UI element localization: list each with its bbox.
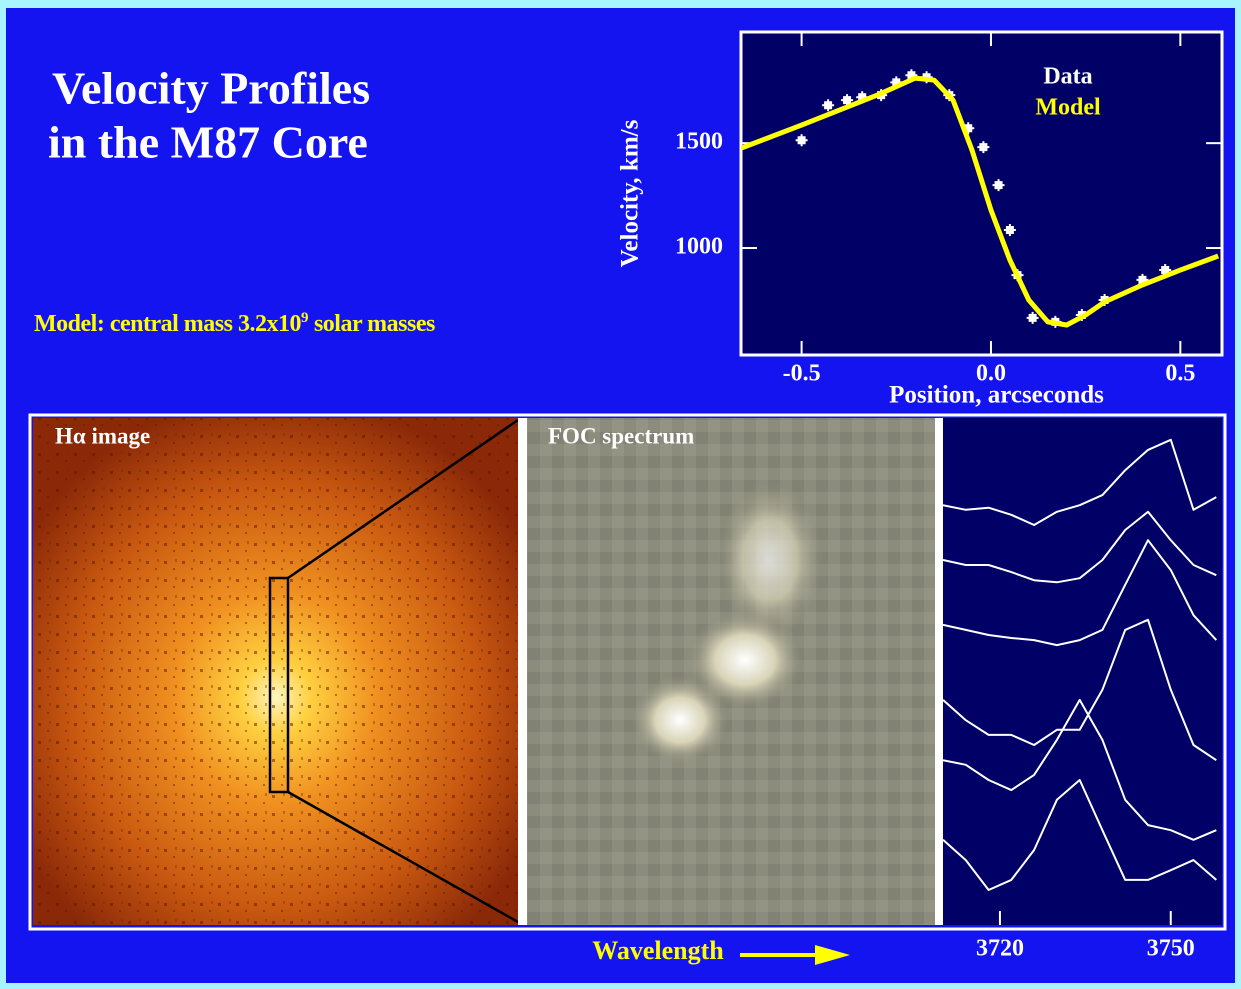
- legend-entry: Data: [1043, 64, 1092, 90]
- panel-divider: [518, 418, 527, 925]
- annotation-text: Model: central mass 3.2x10: [34, 311, 301, 337]
- title-line: Velocity Profiles: [52, 63, 370, 114]
- panel-label: FOC spectrum: [548, 423, 694, 448]
- y-tick-label: 1000: [675, 234, 723, 260]
- legend-entry: Model: [1035, 95, 1101, 121]
- plot-area: [943, 418, 1222, 925]
- title-line: in the M87 Core: [48, 117, 368, 168]
- panel-divider: [935, 418, 943, 925]
- halpha-texture: [33, 418, 518, 925]
- plot-area: [741, 32, 1222, 355]
- x-axis-label: Position, arcseconds: [889, 382, 1104, 409]
- foc-emission: [630, 675, 730, 765]
- y-axis-label: Velocity, km/s: [617, 119, 644, 267]
- slide: Velocity Profiles in the M87 Core Hα ima…: [0, 0, 1241, 989]
- x-tick-label: 3750: [1147, 936, 1195, 962]
- x-tick-label: 3720: [976, 936, 1024, 962]
- y-tick-label: 1500: [675, 129, 723, 155]
- x-tick-label: -0.5: [783, 361, 821, 387]
- annotation-text: solar masses: [314, 311, 435, 337]
- annotation: Model: central mass 3.2x109 solar masses: [34, 310, 435, 338]
- x-axis-label: Wavelength: [592, 936, 724, 965]
- panel-label: Hα image: [55, 423, 150, 448]
- annotation-superscript: 9: [301, 310, 308, 326]
- x-tick-label: 0.5: [1165, 361, 1195, 387]
